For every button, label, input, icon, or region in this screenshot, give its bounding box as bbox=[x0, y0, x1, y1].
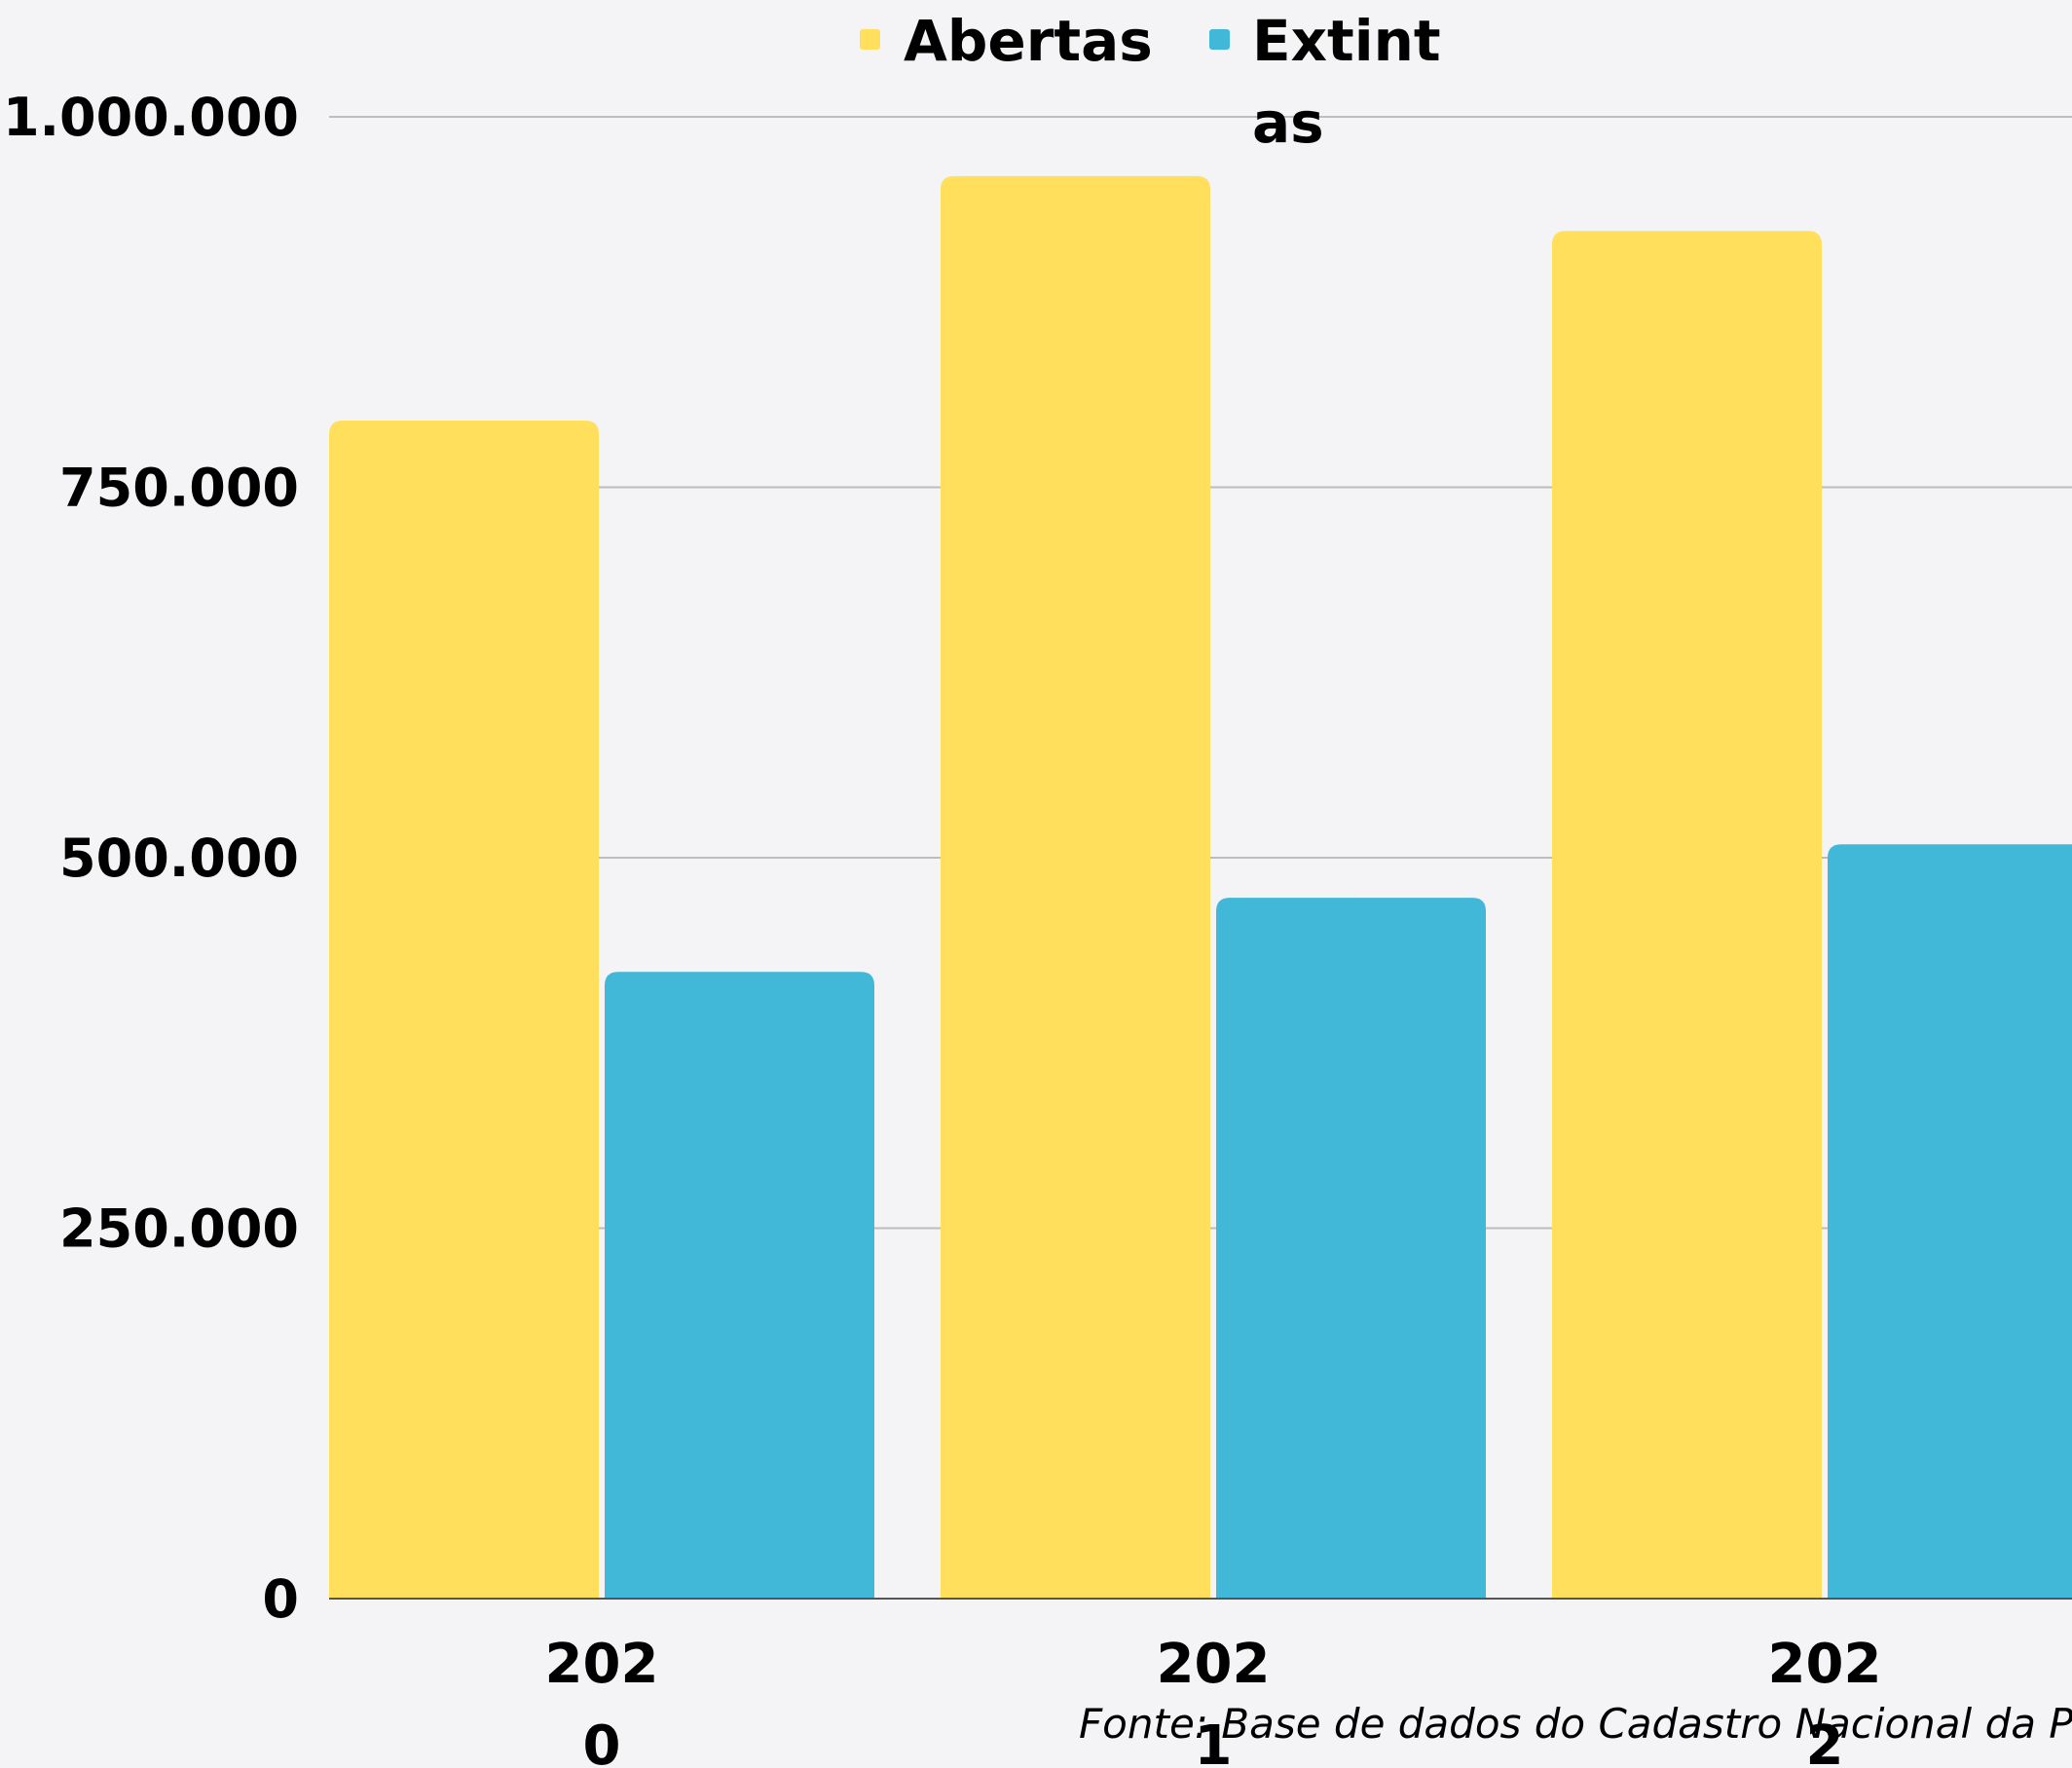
x-tick-label: 202 0 bbox=[545, 1633, 659, 1768]
legend-label-abertas: Abertas bbox=[904, 8, 1153, 74]
bar-abertas-2022 bbox=[1552, 231, 1822, 1600]
source-note: Fonte: Base de dados do Cadastro Naciona… bbox=[1079, 1700, 2072, 1748]
bar-extintas-2020 bbox=[605, 972, 874, 1599]
bar-extintas-2022 bbox=[1828, 844, 2072, 1599]
bars bbox=[329, 175, 2072, 1600]
legend-swatch-abertas bbox=[860, 29, 880, 50]
x-tick-label: 202 1 bbox=[1157, 1633, 1271, 1768]
bar-abertas-2021 bbox=[941, 175, 1210, 1599]
bar-extintas-2021 bbox=[1216, 898, 1486, 1599]
y-tick-label: 0 bbox=[262, 1568, 299, 1630]
legend-swatch-extintas bbox=[1209, 29, 1230, 50]
x-tick-label: 202 2 bbox=[1768, 1633, 1882, 1768]
y-tick-label: 500.000 bbox=[59, 828, 299, 889]
legend-label-extintas: Extint as bbox=[1252, 8, 1441, 156]
tick-labels: 0 250.000 500.000 750.000 1.000.000 202 0 202 1 2… bbox=[3, 87, 1882, 1768]
y-tick-label: 750.000 bbox=[59, 458, 299, 519]
y-tick-label: 250.000 bbox=[59, 1198, 299, 1260]
legend: Abertas Extint as bbox=[860, 8, 1441, 156]
y-tick-label: 1.000.000 bbox=[3, 87, 299, 148]
bar-abertas-2020 bbox=[329, 421, 599, 1599]
